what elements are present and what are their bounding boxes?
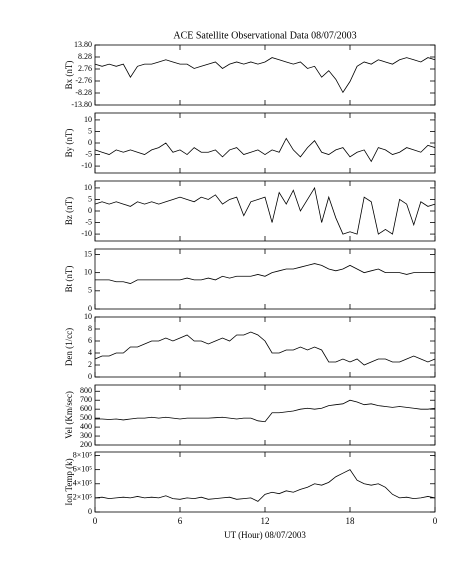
data-line: [94, 331, 436, 366]
y-tick-label: 0: [88, 372, 92, 381]
data-line: [94, 186, 436, 235]
panel-frame: [94, 384, 436, 446]
panel-frame: [94, 180, 436, 242]
panel-frame: [94, 248, 436, 310]
y-axis-label: Den (1/cc): [64, 328, 74, 366]
x-tick-label: 0: [93, 516, 98, 526]
y-tick-label: -5: [85, 149, 92, 158]
y-tick-label: 8.28: [78, 52, 92, 61]
y-tick-label: 10: [84, 115, 92, 124]
data-line: [94, 137, 436, 163]
y-tick-label: 700: [80, 395, 92, 404]
panel-frame: [94, 112, 436, 174]
y-tick-label: 13.80: [74, 40, 92, 49]
y-tick-label: 6×10⁵: [73, 464, 93, 473]
y-tick-label: -2.76: [75, 76, 92, 85]
y-axis-label: Bx (nT): [64, 61, 74, 90]
y-tick-label: 600: [80, 404, 92, 413]
y-tick-label: 5: [88, 126, 92, 135]
data-line: [94, 469, 436, 502]
y-tick-label: 6: [88, 336, 92, 345]
panel-frame: [94, 451, 436, 513]
y-tick-label: 2: [88, 360, 92, 369]
y-axis-label: Ion Temp (k): [64, 458, 74, 505]
y-tick-label: 800: [80, 386, 92, 395]
y-tick-label: 10: [84, 183, 92, 192]
y-tick-label: -10: [81, 161, 92, 170]
chart-title: ACE Satellite Observational Data 08/07/2…: [173, 30, 356, 41]
y-tick-label: 8×10⁵: [73, 450, 93, 459]
y-tick-label: 4×10⁵: [73, 479, 93, 488]
y-tick-label: 5: [88, 286, 92, 295]
y-tick-label: 8: [88, 324, 92, 333]
y-tick-label: -8.28: [75, 88, 92, 97]
x-axis-label: UT (Hour) 08/07/2003: [224, 530, 306, 540]
y-tick-label: 0: [88, 206, 92, 215]
y-tick-label: 2.76: [78, 64, 92, 73]
y-tick-label: 4: [88, 348, 92, 357]
x-tick-label: 12: [261, 516, 270, 526]
y-tick-label: -5: [85, 217, 92, 226]
x-tick-label: 6: [178, 516, 183, 526]
x-tick-label: 18: [346, 516, 356, 526]
data-line: [95, 399, 436, 423]
x-tick-label: 0: [433, 516, 438, 526]
y-axis-label: Bz (nT): [64, 197, 74, 225]
panel-frame: [94, 44, 436, 106]
panel-frame: [94, 316, 436, 378]
y-tick-label: 0: [88, 304, 92, 313]
y-axis-label: By (nT): [64, 129, 74, 158]
y-tick-label: 10: [84, 267, 92, 276]
y-tick-label: 5: [88, 194, 92, 203]
y-tick-label: 15: [84, 249, 92, 258]
y-tick-label: 2×10⁵: [73, 493, 93, 502]
y-tick-label: 500: [80, 413, 92, 422]
y-tick-label: 10: [84, 312, 92, 321]
y-axis-label: Vel (Km/sec): [64, 391, 74, 439]
y-tick-label: 200: [80, 440, 92, 449]
data-line: [94, 57, 436, 94]
y-tick-label: 0: [88, 138, 92, 147]
data-line: [95, 263, 435, 284]
y-tick-label: 400: [80, 422, 92, 431]
y-tick-label: 300: [80, 431, 92, 440]
y-tick-label: 0: [88, 507, 92, 516]
y-tick-label: -10: [81, 229, 92, 238]
y-axis-label: Bt (nT): [64, 266, 74, 293]
y-tick-label: -13.80: [71, 100, 92, 109]
